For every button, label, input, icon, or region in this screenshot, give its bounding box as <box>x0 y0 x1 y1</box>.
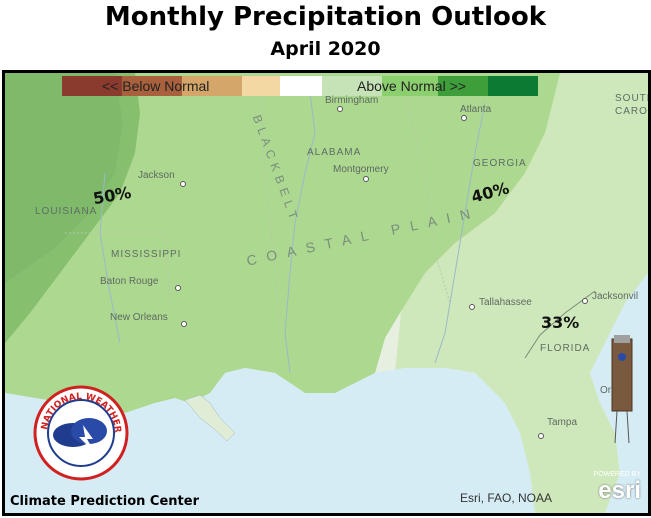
label-jackson: Jackson <box>138 170 175 181</box>
map-frame[interactable]: << Below Normal Above Normal >> Birmingh… <box>2 70 651 516</box>
city-marker <box>180 181 186 187</box>
gulf-water <box>5 368 535 513</box>
map-attribution: Esri, FAO, NOAA <box>460 491 553 505</box>
legend-above-label: Above Normal >> <box>357 78 466 94</box>
city-marker <box>337 106 343 112</box>
nws-logo: NATIONAL WEATHER SERVICE <box>30 378 129 481</box>
label-jacksonville: Jacksonvil <box>592 291 639 302</box>
legend-below-label: << Below Normal <box>102 78 210 94</box>
label-new-orleans: New Orleans <box>110 312 168 323</box>
map-canvas[interactable] <box>5 73 648 513</box>
label-orlando: Or <box>600 385 612 396</box>
map-subtitle: April 2020 <box>270 38 381 60</box>
label-louisiana: LOUISIANA <box>35 206 98 217</box>
outlook-label-south: 33% <box>541 313 580 332</box>
city-marker <box>469 304 475 310</box>
rain-gauge-icon <box>609 335 635 445</box>
esri-powered-by: POWERED BY <box>593 471 641 478</box>
label-montgomery: Montgomery <box>333 164 389 175</box>
nws-logo-icon: NATIONAL WEATHER SERVICE <box>30 378 129 481</box>
legend-bar <box>62 76 538 96</box>
city-marker <box>181 321 187 327</box>
city-marker <box>538 433 544 439</box>
label-south-carolina-2: CAROLI <box>615 106 648 117</box>
city-marker <box>461 115 467 121</box>
city-marker <box>582 298 588 304</box>
label-tampa: Tampa <box>547 417 578 428</box>
label-baton-rouge: Baton Rouge <box>100 276 159 287</box>
zone-40 <box>5 73 560 413</box>
esri-wordmark: esri <box>598 477 641 504</box>
map-title: Monthly Precipitation Outlook <box>104 2 547 32</box>
label-tallahassee: Tallahassee <box>479 297 532 308</box>
label-birmingham: Birmingham <box>325 95 379 106</box>
label-south-carolina-1: SOUTH <box>615 93 651 104</box>
city-marker <box>363 176 369 182</box>
cpc-label: Climate Prediction Center <box>10 494 199 509</box>
label-georgia: GEORGIA <box>473 158 527 169</box>
city-marker <box>175 285 181 291</box>
label-alabama: ALABAMA <box>307 147 362 158</box>
esri-logo: POWERED BY esri <box>573 471 643 511</box>
label-atlanta: Atlanta <box>460 104 492 115</box>
label-florida: FLORIDA <box>540 343 591 354</box>
label-mississippi: MISSISSIPPI <box>111 249 182 260</box>
